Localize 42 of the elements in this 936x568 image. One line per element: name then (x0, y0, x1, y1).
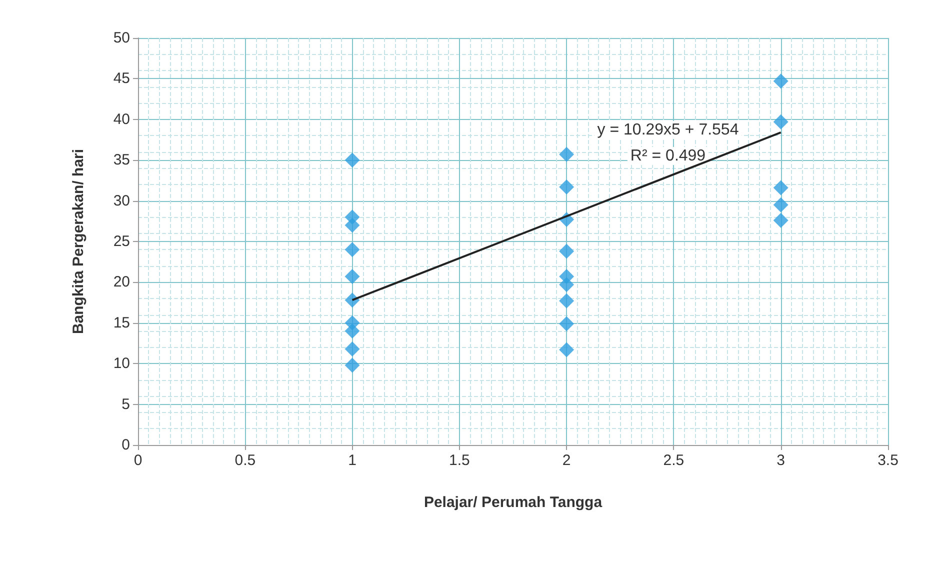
point (559, 277, 574, 292)
y-tick-label: 30 (113, 192, 130, 210)
x-tick-label: 3.5 (878, 452, 898, 469)
x-tick-label: 0.5 (234, 452, 256, 469)
point (344, 269, 360, 284)
point (773, 74, 788, 89)
annotation: R² = 0.499 (630, 148, 706, 164)
y-tick-label: 0 (122, 436, 130, 454)
point (773, 114, 788, 130)
y-tick-label: 25 (113, 233, 130, 250)
y-tick-label: 20 (113, 274, 130, 291)
y-axis-title: Bangkita Pergerakan/ hari (70, 148, 87, 334)
y-tick-label: 5 (122, 396, 130, 413)
x-axis-title: Pelajar/ Perumah Tangga (424, 494, 603, 511)
point (773, 197, 788, 212)
y-tick-label: 50 (113, 30, 130, 46)
point (344, 324, 360, 339)
point (773, 180, 788, 196)
point (559, 342, 574, 358)
point (559, 146, 574, 162)
x-tick-label: 2.5 (663, 452, 684, 469)
x-tick-label: 0 (134, 452, 142, 469)
y-tick-label: 10 (113, 355, 130, 372)
point (344, 341, 360, 356)
point (559, 316, 574, 332)
x-tick-label: 1 (348, 452, 356, 469)
x-tick-label: 1.5 (449, 452, 470, 469)
point (773, 212, 788, 228)
point (559, 244, 574, 259)
y-tick-label: 15 (113, 314, 130, 332)
y-tick-label: 35 (113, 152, 130, 169)
x-tick-label: 2 (562, 452, 571, 469)
y-tick-label: 45 (113, 70, 130, 88)
point (559, 293, 574, 308)
x-tick-label: 3 (776, 452, 786, 469)
point (559, 179, 574, 194)
annotation: y = 10.29x5 + 7.554 (597, 122, 739, 138)
point (344, 152, 360, 168)
point (344, 218, 360, 233)
point (344, 358, 360, 373)
y-tick-label: 40 (113, 110, 130, 128)
point (344, 242, 360, 258)
